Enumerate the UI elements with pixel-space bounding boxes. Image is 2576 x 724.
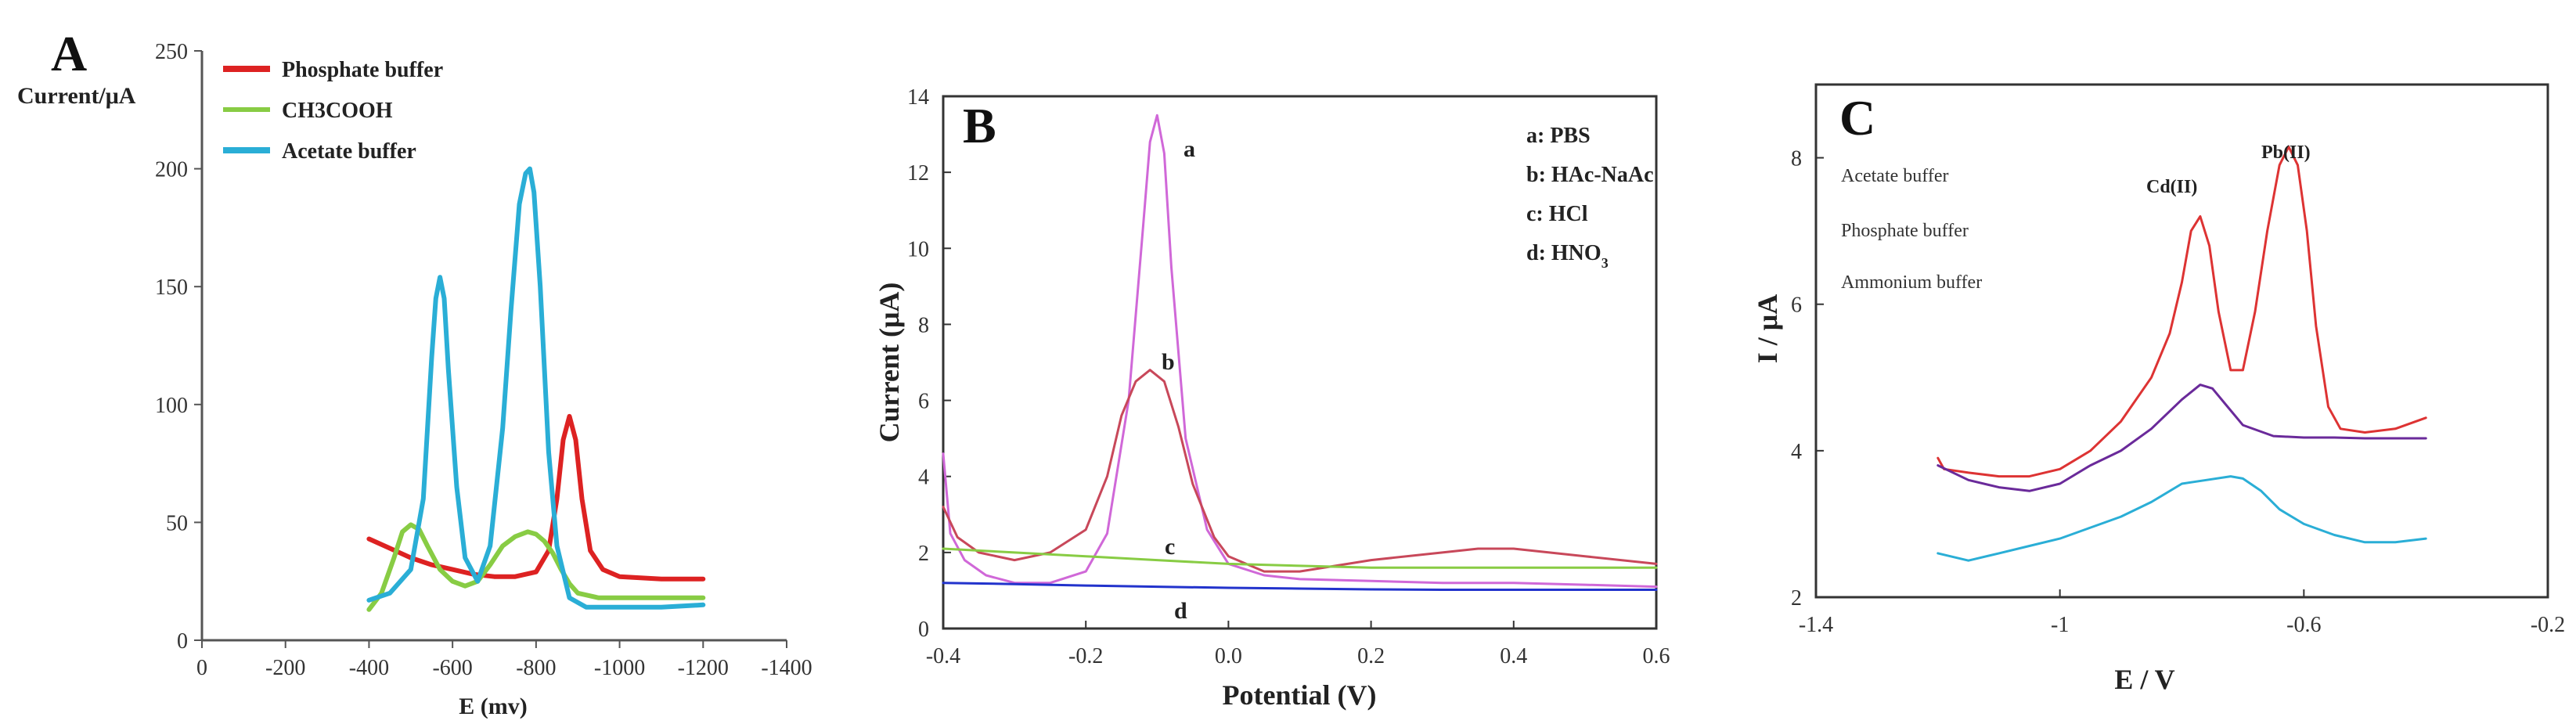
panel-b-series-c <box>942 547 1658 569</box>
panel-c-xticks: -1.4 -1 -0.6 -0.2 <box>1799 589 2565 637</box>
curve-label-a: a <box>1184 136 1195 162</box>
legend-label-ammonium-c: Ammonium buffer <box>1841 272 1982 293</box>
legend-label-phosphate: Phosphate buffer <box>282 58 443 82</box>
panel-a-ytick-label: 200 <box>155 158 188 182</box>
panel-b-xtick-label: -0.4 <box>926 644 960 668</box>
panel-b-ytick-label: 4 <box>918 466 929 490</box>
legend-label-acetate-c: Acetate buffer <box>1841 166 1948 186</box>
legend-line-d: d: HNO3 <box>1526 241 1609 271</box>
panel-c-xtick-label: -1 <box>2051 613 2069 637</box>
panel-letter-c: C <box>1839 90 1875 146</box>
panel-a-ytick-label: 100 <box>155 394 188 418</box>
panel-c-xlabel: E / V <box>2114 664 2174 695</box>
panel-b-ytick-label: 10 <box>907 237 929 261</box>
panel-a-xtick-label: -1200 <box>678 656 729 680</box>
annotation-pb: Pb(II) <box>2261 142 2311 163</box>
panel-c-frame <box>1814 83 2549 599</box>
panel-c-ytick-label: 6 <box>1791 294 1802 318</box>
panel-c-xtick-label: -1.4 <box>1799 613 1833 637</box>
panel-c-series-phosphate-buffer <box>1937 384 2427 492</box>
panel-a-series-phosphate-buffer <box>366 413 706 582</box>
panel-b-xtick-label: 0.2 <box>1357 644 1385 668</box>
curve-label-c: c <box>1165 534 1175 560</box>
panel-a-ytick-label: 150 <box>155 276 188 300</box>
panel-a-ytick-label: 0 <box>177 629 188 654</box>
panel-a-xtick-label: -1000 <box>594 656 645 680</box>
panel-b-ytick-label: 8 <box>918 313 929 337</box>
panel-b-yticks: 0 2 4 6 8 10 12 14 <box>907 85 951 642</box>
panel-letter-b: B <box>963 98 996 153</box>
panel-a-xtick-label: -400 <box>349 656 389 680</box>
panel-b-ytick-label: 6 <box>918 390 929 414</box>
panel-b-xtick-label: 0.0 <box>1215 644 1242 668</box>
panel-b-ytick-label: 12 <box>907 161 929 186</box>
panel-a-series-acetate-buffer <box>366 166 706 610</box>
panel-a-yticks: 0 50 100 150 200 250 <box>155 40 202 654</box>
panel-c-ytick-label: 8 <box>1791 147 1802 171</box>
panel-c-series-acetate-buffer <box>1937 146 2427 478</box>
panel-a-ytick-label: 250 <box>155 40 188 64</box>
curve-label-b: b <box>1162 349 1175 375</box>
legend-line-b: b: HAc-NaAc <box>1526 163 1654 187</box>
panel-c-legend: Acetate buffer Phosphate buffer Ammonium… <box>1841 166 1982 293</box>
legend-line-d-main: d: HNO <box>1526 241 1601 265</box>
legend-label-ch3cooh: CH3COOH <box>282 99 393 123</box>
panel-a-series <box>366 166 706 612</box>
panel-a-xtick-label: 0 <box>196 656 207 680</box>
panel-a-xlabel: E (mv) <box>459 693 527 719</box>
panel-b-ytick-label: 0 <box>918 618 929 642</box>
panel-b-ylabel: Current (μA) <box>874 283 905 443</box>
panel-b-xtick-label: 0.6 <box>1643 644 1670 668</box>
panel-c-xtick-label: -0.2 <box>2531 613 2565 637</box>
panel-a-xtick-label: -800 <box>516 656 556 680</box>
panel-c-series <box>1937 146 2427 562</box>
panel-b-curve-labels: a b c d <box>1162 136 1195 624</box>
panel-a-xtick-label: -600 <box>432 656 472 680</box>
panel-b-xtick-label: 0.4 <box>1500 644 1527 668</box>
panel-a-xtick-label: -200 <box>265 656 305 680</box>
panel-c-series-ammonium-buffer <box>1937 475 2427 562</box>
panel-a-xticks: 0 -200 -400 -600 -800 -1000 -1200 -1400 <box>196 640 812 680</box>
panel-b-series <box>942 113 1658 591</box>
panel-a-xtick-label: -1400 <box>761 656 812 680</box>
panel-b-frame <box>942 95 1658 630</box>
panel-a: A Current/μA 0 50 100 150 200 250 0 -200 -400 -6… <box>17 26 812 719</box>
curve-label-d: d <box>1174 598 1187 624</box>
panel-b-xticks: -0.4 -0.2 0.0 0.2 0.4 0.6 <box>926 621 1670 668</box>
panel-letter-a: A <box>51 26 87 81</box>
panel-c-yticks: 2 4 6 8 <box>1791 147 1824 611</box>
legend-label-acetate: Acetate buffer <box>282 139 416 164</box>
legend-line-c: c: HCl <box>1526 202 1588 226</box>
panel-b-ytick-label: 14 <box>907 85 929 110</box>
panel-b-ytick-label: 2 <box>918 542 929 566</box>
annotation-cd: Cd(II) <box>2146 177 2197 197</box>
panel-c-xtick-label: -0.6 <box>2286 613 2321 637</box>
legend-line-a: a: PBS <box>1526 124 1591 148</box>
panel-b-series-a <box>942 113 1658 589</box>
panel-a-ylabel: Current/μA <box>17 83 136 109</box>
panel-b: B 0 2 4 6 8 10 12 14 -0.4 -0.2 0.0 0.2 0.4 0.6 Curre… <box>874 85 1670 711</box>
panel-b-series-d <box>942 582 1658 591</box>
panel-c: C 2 4 6 8 -1.4 -1 -0.6 -0.2 I / μA E / V Aceta… <box>1752 83 2565 695</box>
panel-c-ytick-label: 4 <box>1791 440 1802 464</box>
panel-c-ytick-label: 2 <box>1791 586 1802 611</box>
panel-b-xlabel: Potential (V) <box>1223 679 1377 711</box>
panel-c-ylabel: I / μA <box>1752 294 1783 363</box>
panel-a-series-ch3cooh <box>366 522 706 612</box>
panel-a-ytick-label: 50 <box>166 511 188 535</box>
legend-label-phosphate-c: Phosphate buffer <box>1841 221 1969 241</box>
panel-b-legend: a: PBS b: HAc-NaAc c: HCl d: HNO3 <box>1526 124 1654 271</box>
panel-b-xtick-label: -0.2 <box>1068 644 1103 668</box>
panel-b-series-b <box>942 369 1658 573</box>
legend-line-d-subscript: 3 <box>1601 255 1609 271</box>
panel-a-legend: Phosphate buffer CH3COOH Acetate buffer <box>223 58 443 164</box>
